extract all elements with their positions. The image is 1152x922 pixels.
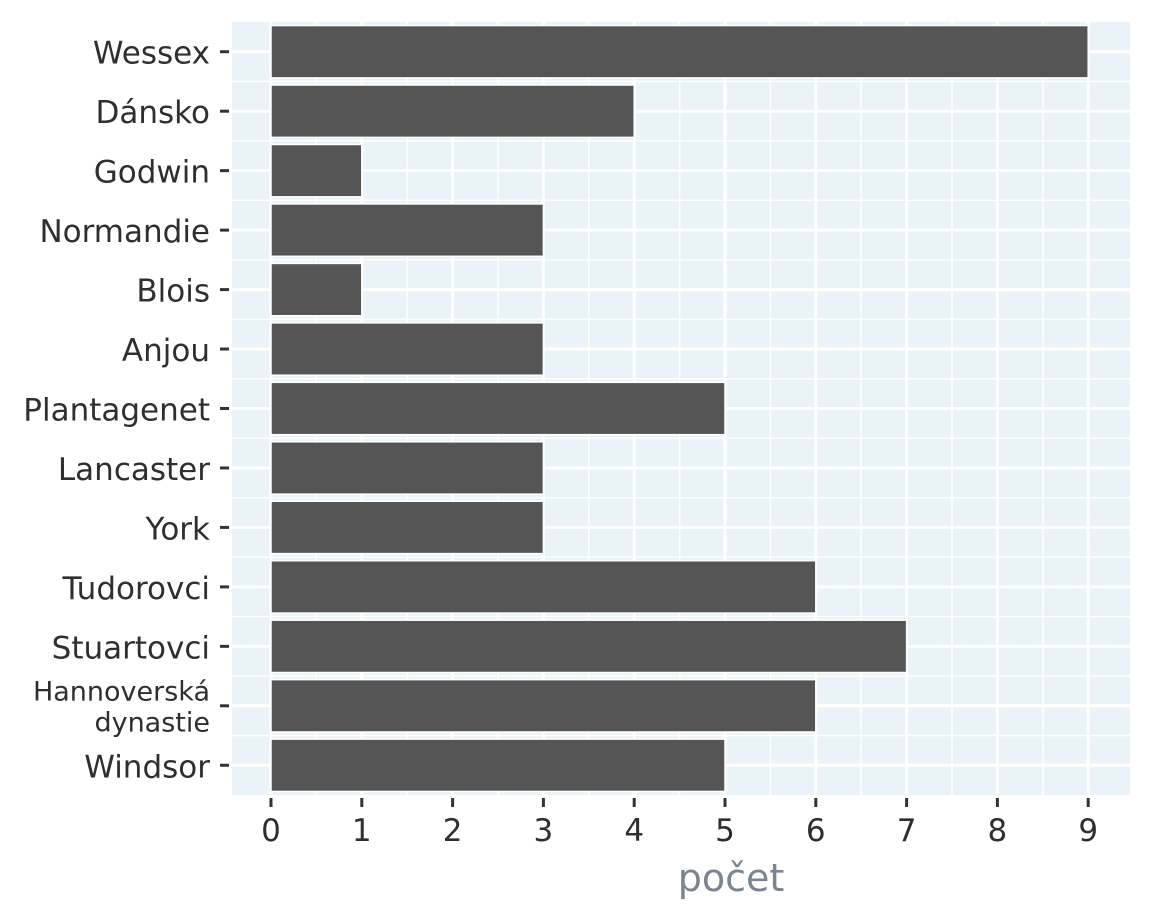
bar-godwin [270, 143, 363, 198]
y-tick-label: dynastie [94, 707, 210, 738]
x-tick-label: 1 [352, 813, 372, 849]
y-tick-label: Godwin [94, 155, 210, 191]
bar-lancaster [270, 441, 545, 495]
x-tick-label: 4 [624, 813, 644, 849]
bar-tudorovci [270, 559, 817, 614]
y-tick-label: Dánsko [96, 95, 210, 131]
y-tick-label: York [145, 511, 211, 547]
x-tick-label: 0 [261, 813, 281, 849]
y-tick-label: Hannoverská [33, 676, 210, 707]
y-tick-label: Wessex [93, 36, 210, 72]
bar-windsor [270, 738, 726, 793]
minor-gridlines [232, 22, 1130, 795]
x-tick-label: 7 [897, 813, 917, 849]
bar-anjou [270, 322, 545, 376]
y-tick-label: Lancaster [58, 452, 210, 488]
bar-stuartovci [270, 619, 908, 674]
bars [270, 24, 1089, 793]
x-axis-title: počet [678, 856, 785, 900]
bar-blois [270, 262, 363, 317]
y-tick-label: Stuartovci [52, 630, 210, 666]
bar-wessex [270, 24, 1089, 79]
y-axis: Wessex Dánsko Godwin Normandie Blois Anjou Pla… [23, 36, 229, 785]
y-tick-label: Normandie [39, 214, 210, 250]
y-tick-label: Windsor [84, 749, 210, 785]
x-tick-label: 8 [988, 813, 1008, 849]
x-tick-label: 3 [534, 813, 554, 849]
x-axis: 0 1 2 3 4 5 6 7 8 9 [261, 798, 1098, 849]
bar-plantagenet [270, 381, 726, 436]
x-tick-label: 5 [715, 813, 735, 849]
y-tick-label: Plantagenet [23, 393, 210, 429]
bar-york [270, 500, 545, 555]
x-tick-label: 6 [806, 813, 826, 849]
y-tick-label: Anjou [122, 333, 210, 369]
y-tick-label: Blois [136, 274, 210, 310]
x-tick-label: 2 [443, 813, 463, 849]
x-tick-label: 9 [1078, 813, 1098, 849]
bar-dánsko [270, 84, 635, 139]
bar-hannoverská-dynastie [270, 678, 817, 733]
bar-normandie [270, 203, 545, 258]
y-tick-label: Tudorovci [61, 571, 210, 607]
